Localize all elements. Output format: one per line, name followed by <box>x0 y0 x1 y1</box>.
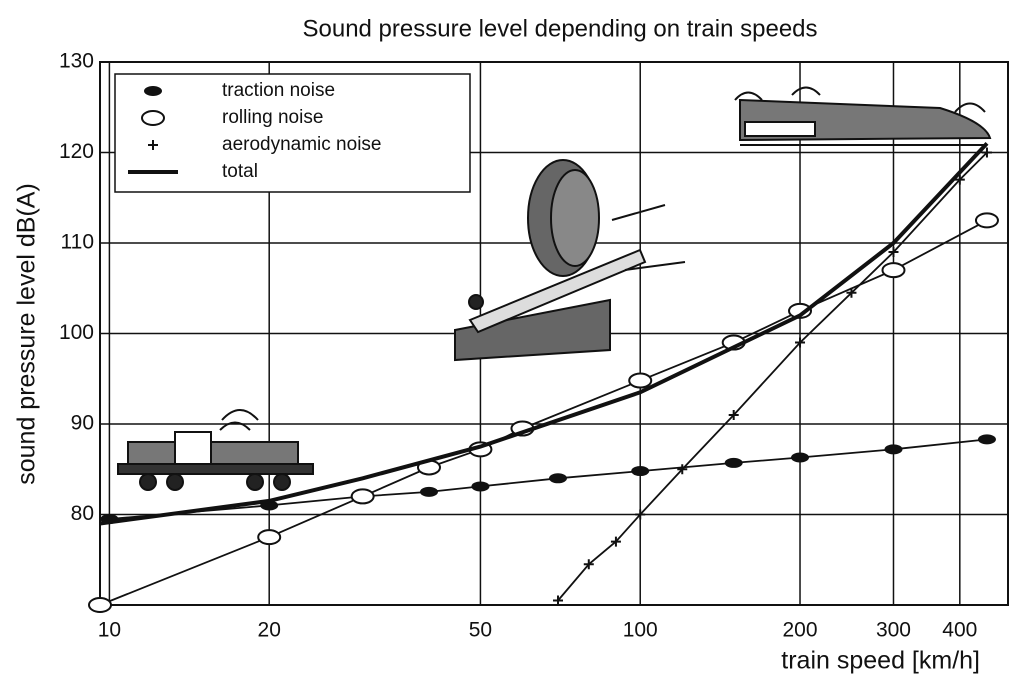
series-line <box>558 153 987 601</box>
legend-label: total <box>222 161 258 182</box>
legend-label: rolling noise <box>222 107 323 128</box>
x-tick-label: 200 <box>782 619 817 642</box>
x-tick-label: 400 <box>942 619 977 642</box>
marker <box>144 86 162 96</box>
legend-label: aerodynamic noise <box>222 134 381 155</box>
y-tick-label: 100 <box>59 321 94 344</box>
marker <box>142 111 164 125</box>
y-tick-label: 130 <box>59 50 94 73</box>
y-tick-label: 80 <box>71 502 94 525</box>
x-tick-label: 10 <box>98 619 121 642</box>
x-tick-label: 20 <box>258 619 281 642</box>
marker <box>978 434 996 444</box>
marker <box>884 444 902 454</box>
marker <box>549 473 567 483</box>
series-line <box>100 220 987 605</box>
chart: Sound pressure level depending on train … <box>0 0 1012 678</box>
y-axis-label: sound pressure level dB(A) <box>13 183 41 485</box>
y-tick-label: 90 <box>71 412 94 435</box>
x-tick-label: 300 <box>876 619 911 642</box>
marker <box>631 466 649 476</box>
marker <box>258 530 280 544</box>
legend: traction noise rolling noise aerodynamic n… <box>115 74 470 192</box>
legend-label: traction noise <box>222 80 335 101</box>
wheel-rail-illustration <box>455 160 685 360</box>
marker <box>882 263 904 277</box>
x-tick-label: 50 <box>469 619 492 642</box>
marker <box>725 458 743 468</box>
marker <box>471 481 489 491</box>
marker <box>89 598 111 612</box>
x-axis-label: train speed [km/h] <box>781 647 980 675</box>
marker <box>976 213 998 227</box>
marker <box>420 487 438 497</box>
marker <box>629 374 651 388</box>
marker <box>791 452 809 462</box>
y-tick-label: 110 <box>61 231 94 254</box>
chart-title: Sound pressure level depending on train … <box>302 15 817 42</box>
marker <box>352 489 374 503</box>
freight-locomotive-illustration <box>118 410 313 490</box>
high-speed-train-illustration <box>735 88 990 146</box>
x-tick-label: 100 <box>623 619 658 642</box>
y-tick-label: 120 <box>59 140 94 163</box>
